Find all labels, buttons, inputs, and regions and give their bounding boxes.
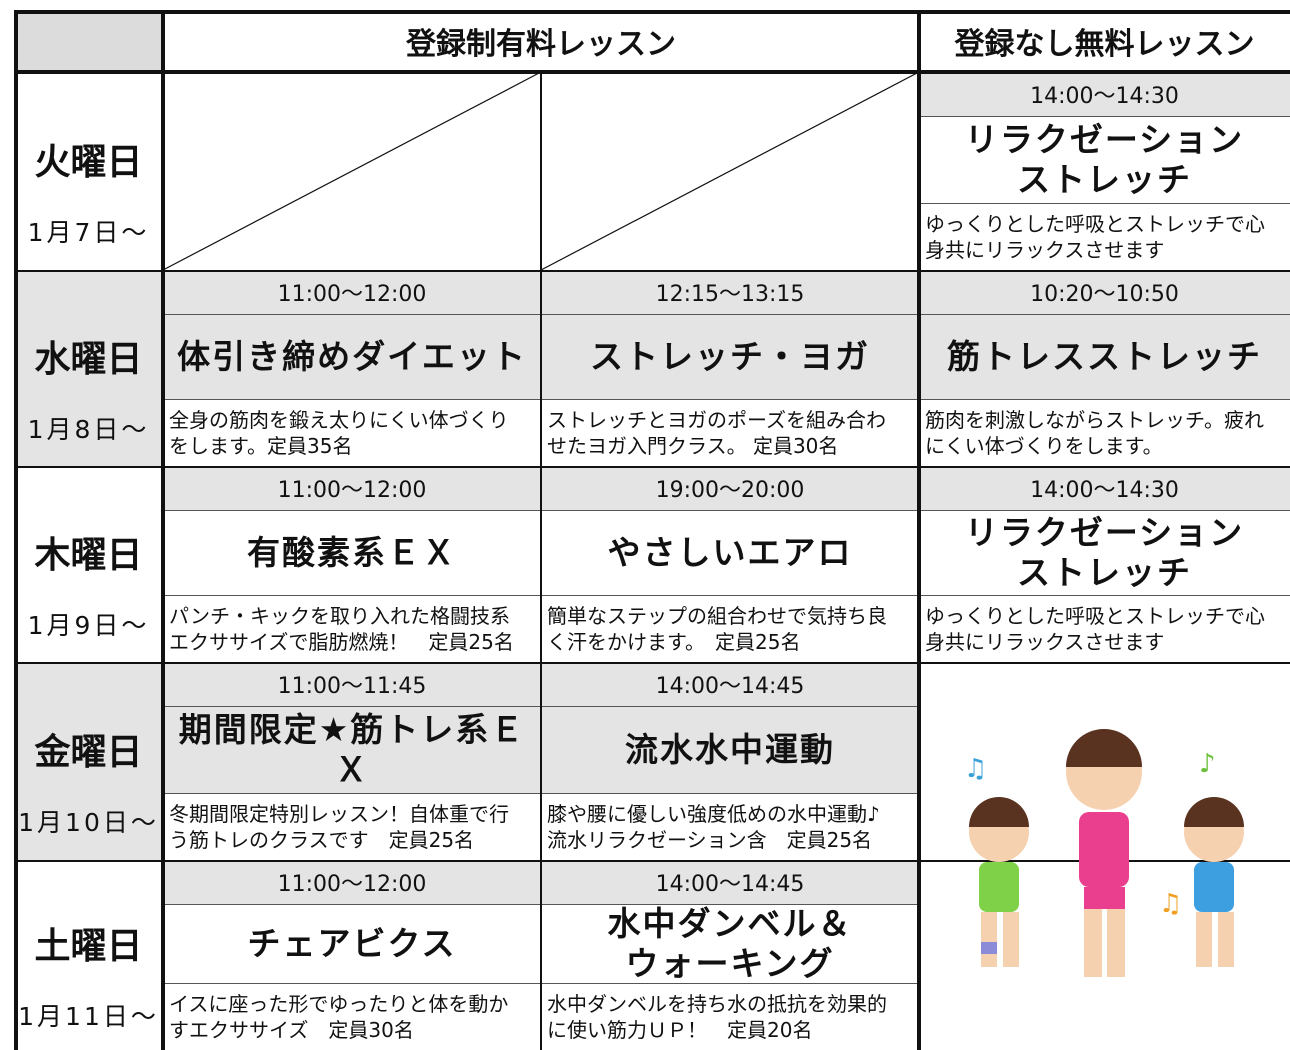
- day-name: 金曜日: [34, 732, 143, 773]
- day-date: 1月7日〜: [27, 218, 150, 247]
- border-line: [14, 860, 1290, 862]
- lesson-time: 11:00〜11:45: [163, 662, 541, 707]
- border-line: [14, 270, 1290, 272]
- lesson-time: 11:00〜12:00: [163, 860, 541, 905]
- day-cell: 水曜日 1月8日〜: [14, 270, 163, 466]
- dancer-left: [969, 797, 1029, 967]
- lesson-description: 冬期間限定特別レッスン！自体重で行 う筋トレのクラスです 定員25名: [169, 802, 509, 852]
- lesson-title: ストレッチ・ヨガ: [541, 315, 919, 400]
- empty-slot: [163, 72, 541, 270]
- lesson-title: 筋トレスストレッチ: [919, 315, 1290, 400]
- day-cell: 火曜日 1月7日〜: [14, 72, 163, 270]
- lesson-title: 体引き締めダイエット: [163, 315, 541, 400]
- border-line: [917, 10, 921, 1050]
- music-note: ♪: [1199, 749, 1216, 779]
- corner-cell: [14, 10, 163, 72]
- lesson-time: 12:15〜13:15: [541, 270, 919, 315]
- day-name: 木曜日: [34, 535, 143, 576]
- day-name: 火曜日: [34, 142, 143, 183]
- lesson-time: 14:00〜14:45: [541, 860, 919, 905]
- dancer-center: [1066, 729, 1142, 977]
- day-name: 土曜日: [34, 926, 143, 967]
- day-date: 1月9日〜: [27, 611, 150, 640]
- lesson-description: 簡単なステップの組合わせで気持ち良 く汗をかけます。 定員25名: [547, 604, 887, 654]
- lesson-title: 水中ダンベル＆ ウォーキング: [541, 904, 919, 984]
- music-note: ♫: [1159, 889, 1182, 919]
- lesson-title: やさしいエアロ: [541, 511, 919, 596]
- border-line: [14, 10, 1290, 14]
- lesson-title: リラクゼーション ストレッチ: [919, 511, 1290, 596]
- border-line: [14, 10, 18, 1050]
- lesson-description: ストレッチとヨガのポーズを組み合わ せたヨガ入門クラス。 定員30名: [547, 408, 886, 458]
- day-name: 水曜日: [34, 339, 143, 380]
- border-line: [14, 662, 1290, 664]
- lesson-description: イスに座った形でゆったりと体を動か すエクササイズ 定員30名: [169, 992, 509, 1042]
- lesson-description: ゆっくりとした呼吸とストレッチで心 身共にリラックスさせます: [925, 604, 1265, 654]
- day-cell: 金曜日 1月10日〜: [14, 662, 163, 860]
- empty-slot: [541, 72, 919, 270]
- lesson-time: 14:00〜14:30: [919, 72, 1290, 117]
- day-date: 1月10日〜: [18, 808, 159, 837]
- header-paid: 登録制有料レッスン: [406, 27, 676, 62]
- lesson-description: ゆっくりとした呼吸とストレッチで心 身共にリラックスさせます: [925, 212, 1265, 262]
- illustration: ♫ ♪ ♫: [964, 729, 1244, 977]
- lesson-description: パンチ・キックを取り入れた格闘技系 エクササイズで脂肪燃焼！ 定員25名: [169, 604, 514, 654]
- day-date: 1月11日〜: [18, 1002, 159, 1031]
- lesson-description: 水中ダンベルを持ち水の抵抗を効果的 に使い筋力ＵＰ！ 定員20名: [547, 992, 887, 1042]
- lesson-title: チェアビクス: [163, 905, 541, 984]
- lesson-title: 期間限定★筋トレ系ＥＸ: [163, 707, 541, 794]
- border-line: [540, 72, 542, 1050]
- lesson-time: 10:20〜10:50: [919, 270, 1290, 315]
- lesson-time: 19:00〜20:00: [541, 466, 919, 511]
- lesson-description: 膝や腰に優しい強度低めの水中運動♪ 流水リラクゼーション含 定員25名: [547, 802, 880, 852]
- diagonal: [541, 72, 919, 270]
- header-free: 登録なし無料レッスン: [954, 27, 1255, 62]
- lesson-description: 筋肉を刺激しながらストレッチ。疲れ にくい体づくりをします。: [925, 408, 1264, 458]
- lesson-title: 流水水中運動: [541, 707, 919, 794]
- music-note: ♫: [964, 754, 987, 784]
- day-cell: 土曜日 1月11日〜: [14, 860, 163, 1050]
- lesson-description: 全身の筋肉を鍛え太りにくい体づくり をします。定員35名: [169, 408, 509, 458]
- border-line: [14, 466, 1290, 468]
- day-date: 1月8日〜: [27, 415, 150, 444]
- diagonal: [163, 72, 541, 270]
- border-line: [14, 70, 1290, 74]
- lesson-time: 14:00〜14:45: [541, 662, 919, 707]
- lesson-time: 11:00〜12:00: [163, 466, 541, 511]
- border-line: [161, 10, 165, 1050]
- lesson-title: 有酸素系ＥＸ: [163, 511, 541, 596]
- lesson-time: 14:00〜14:30: [919, 466, 1290, 511]
- lesson-time: 11:00〜12:00: [163, 270, 541, 315]
- day-cell: 木曜日 1月9日〜: [14, 466, 163, 662]
- dancer-right: [1184, 797, 1244, 967]
- lesson-title: リラクゼーション ストレッチ: [919, 117, 1290, 204]
